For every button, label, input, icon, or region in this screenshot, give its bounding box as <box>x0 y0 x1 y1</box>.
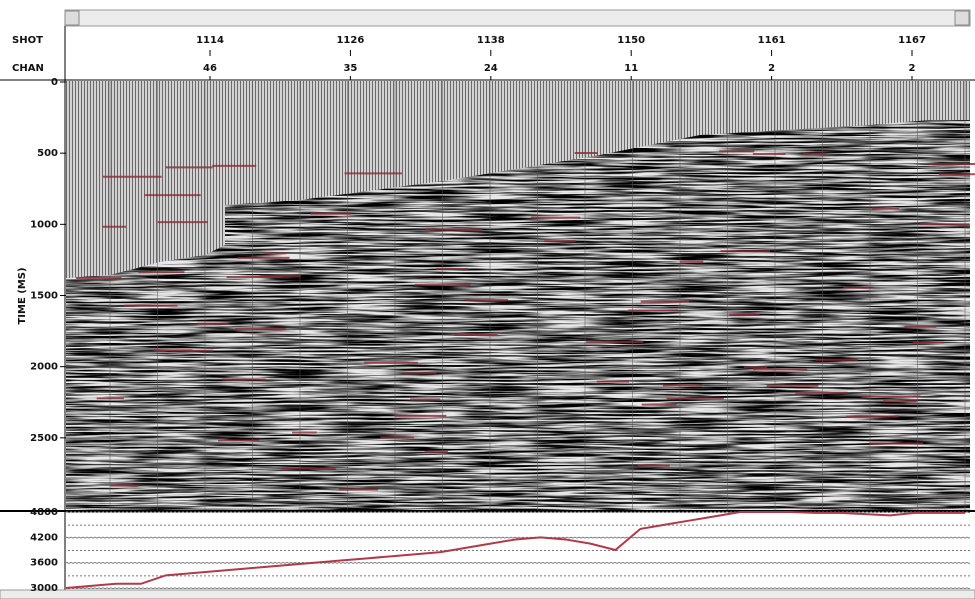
muted-zone <box>66 81 970 278</box>
y-tick-label: 3000 <box>30 583 58 594</box>
shot-label: 1126 <box>336 35 364 46</box>
row-label: CHAN <box>12 63 44 74</box>
chan-label: 2 <box>768 63 775 74</box>
y-tick-label: 2000 <box>30 362 58 373</box>
scrollbar-top[interactable] <box>64 9 971 27</box>
shot-label: 1161 <box>758 35 786 46</box>
shot-label: 1114 <box>196 35 224 46</box>
y-tick-label: 1000 <box>30 219 58 230</box>
scrollbar-bottom[interactable] <box>0 589 975 599</box>
y-tick-label: 4200 <box>30 532 58 543</box>
scroll-right[interactable] <box>954 10 970 26</box>
velocity-grid <box>66 512 970 589</box>
y-tick-label: 2500 <box>30 433 58 444</box>
y-tick-label: 1500 <box>30 291 58 302</box>
chan-label: 11 <box>624 63 638 74</box>
chan-label: 46 <box>203 63 217 74</box>
y-tick-label: 3600 <box>30 558 58 569</box>
chan-label: 35 <box>343 63 357 74</box>
row-label: SHOT <box>12 35 43 46</box>
chan-label: 24 <box>484 63 498 74</box>
y-tick-label: 500 <box>37 148 58 159</box>
chan-label: 2 <box>909 63 916 74</box>
y-axis-title: TIME (MS) <box>17 267 28 324</box>
shot-label: 1150 <box>617 35 645 46</box>
velocity-line <box>65 511 965 589</box>
shot-label: 1138 <box>477 35 505 46</box>
scroll-left[interactable] <box>64 10 80 26</box>
y-tick-label: 4800 <box>30 507 58 518</box>
shot-label: 1167 <box>898 35 926 46</box>
y-tick-label: 0 <box>51 77 58 88</box>
